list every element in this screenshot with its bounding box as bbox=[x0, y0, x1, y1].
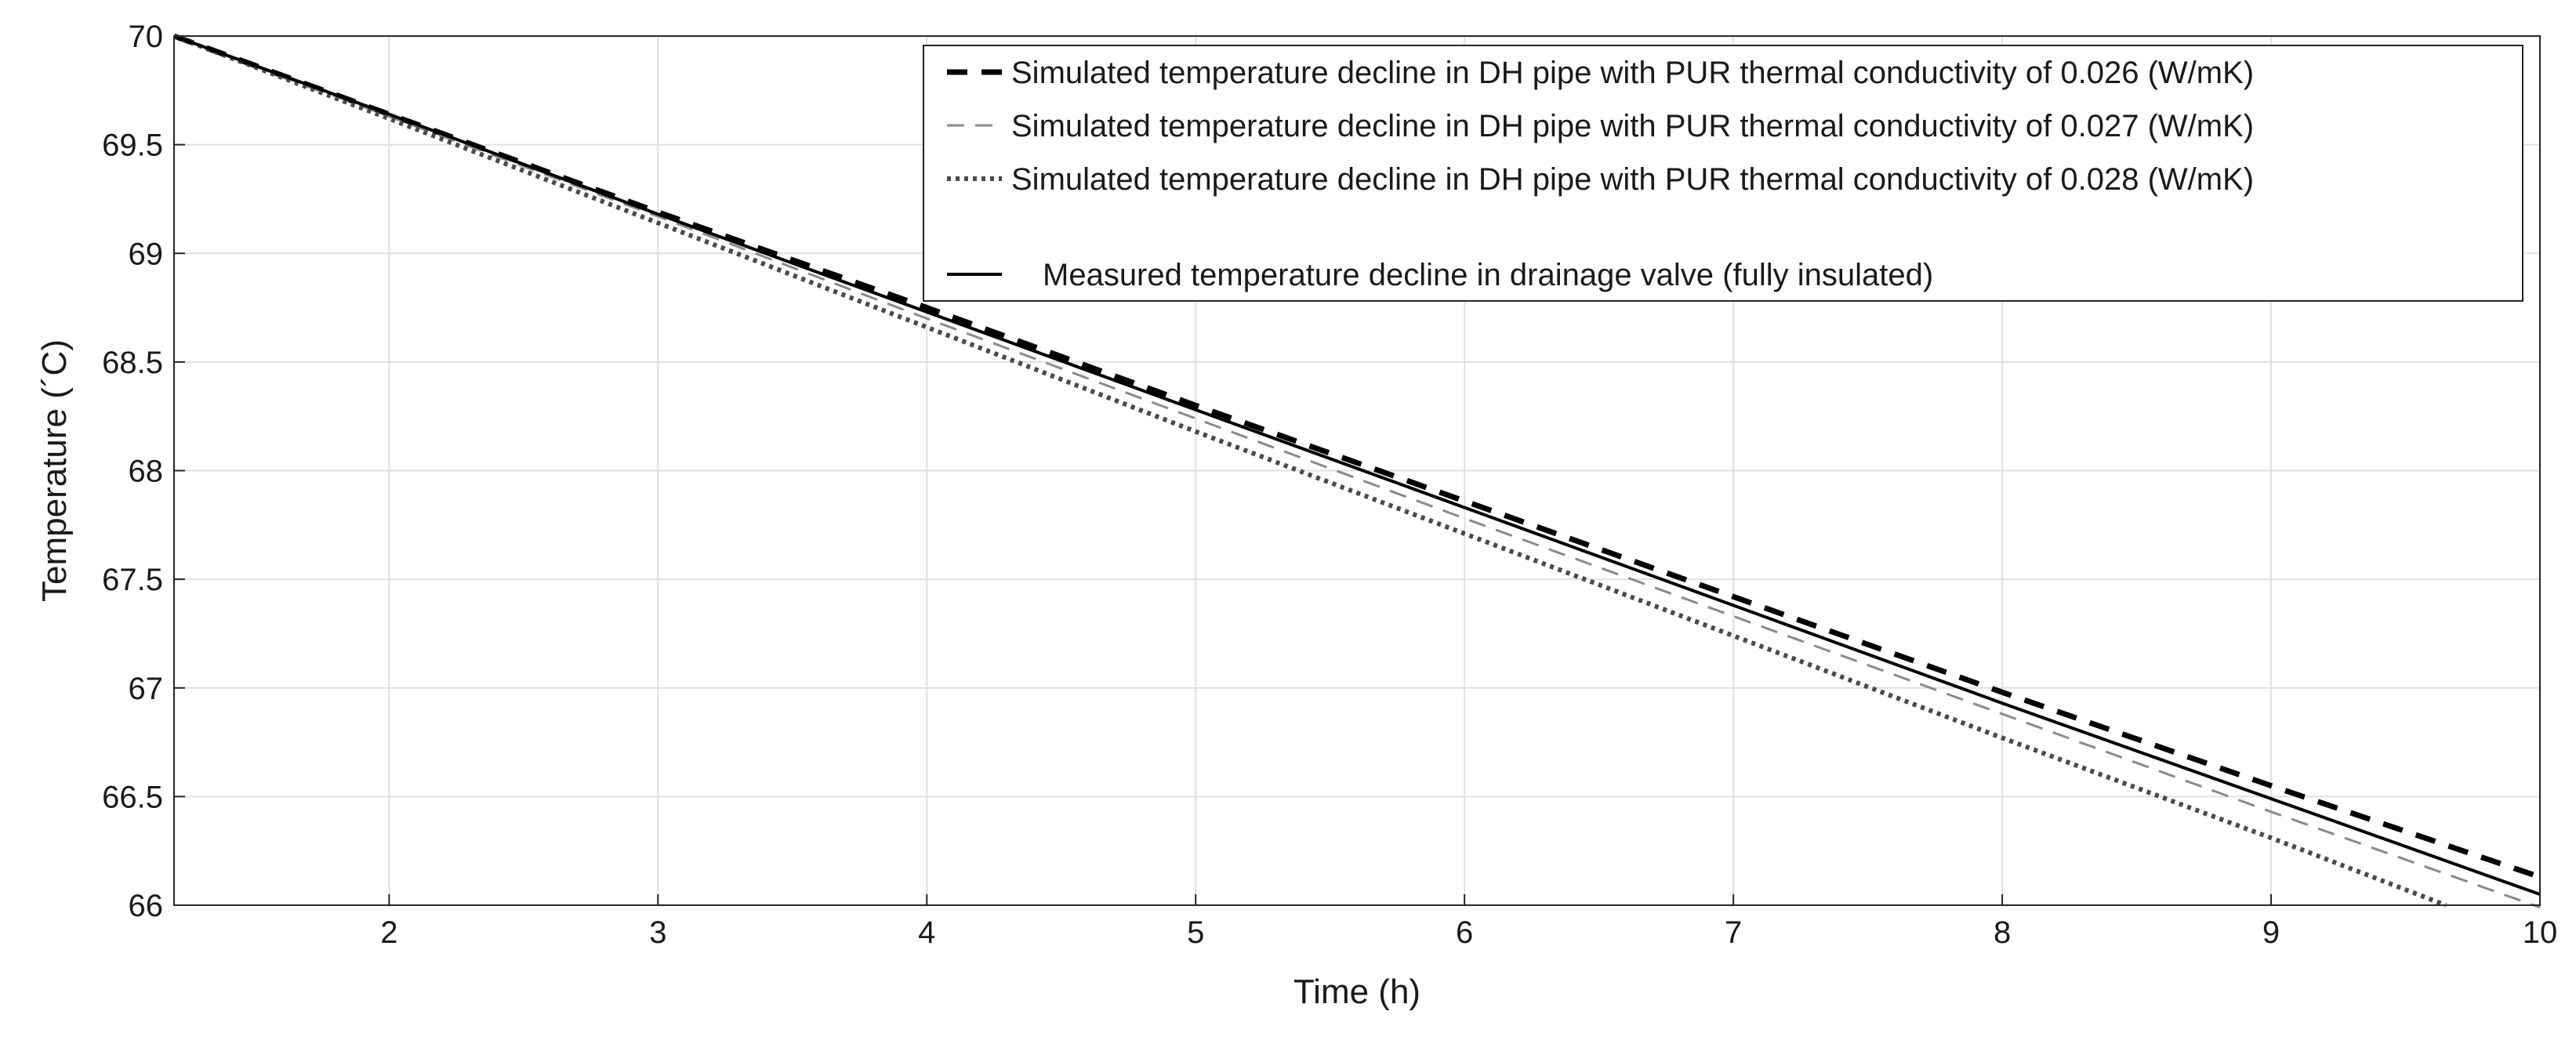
legend: Simulated temperature decline in DH pipe… bbox=[923, 45, 2523, 302]
y-axis-label: Temperature (´C) bbox=[35, 339, 74, 602]
x-tick-label: 7 bbox=[1725, 915, 1742, 950]
x-tick-label: 3 bbox=[649, 915, 666, 950]
legend-entry-2: Simulated temperature decline in DH pipe… bbox=[1011, 109, 2254, 143]
y-tick-label: 66.5 bbox=[102, 780, 163, 814]
y-tick-label: 69.5 bbox=[102, 129, 163, 163]
series-lines bbox=[172, 33, 2542, 909]
y-tick-label: 67.5 bbox=[102, 563, 163, 597]
x-tick-label: 9 bbox=[2262, 915, 2280, 950]
legend-box bbox=[923, 45, 2523, 302]
y-tick-label: 69 bbox=[129, 237, 164, 271]
x-tick-label: 8 bbox=[1994, 915, 2011, 950]
x-tick-label: 4 bbox=[918, 915, 935, 950]
legend-entry-4: Measured temperature decline in drainage… bbox=[1043, 258, 1933, 292]
legend-entry-1: Simulated temperature decline in DH pipe… bbox=[1011, 56, 2254, 90]
series-line-4 bbox=[173, 34, 2541, 896]
x-tick-label: 10 bbox=[2523, 915, 2558, 950]
series-line-1 bbox=[172, 33, 2542, 880]
x-tick-label: 6 bbox=[1456, 915, 1473, 950]
y-tick-label: 68 bbox=[129, 455, 164, 489]
y-tick-label: 67 bbox=[129, 672, 164, 706]
y-tick-label: 68.5 bbox=[102, 346, 163, 380]
series-line-2 bbox=[173, 34, 2541, 909]
series-line-3 bbox=[172, 34, 2447, 908]
y-tick-label: 70 bbox=[129, 20, 164, 54]
y-tick-label: 66 bbox=[129, 889, 164, 923]
legend-entry-3: Simulated temperature decline in DH pipe… bbox=[1011, 162, 2254, 197]
x-tick-label: 5 bbox=[1187, 915, 1204, 950]
x-axis-label: Time (h) bbox=[1293, 973, 1420, 1011]
x-tick-label: 2 bbox=[380, 915, 397, 950]
